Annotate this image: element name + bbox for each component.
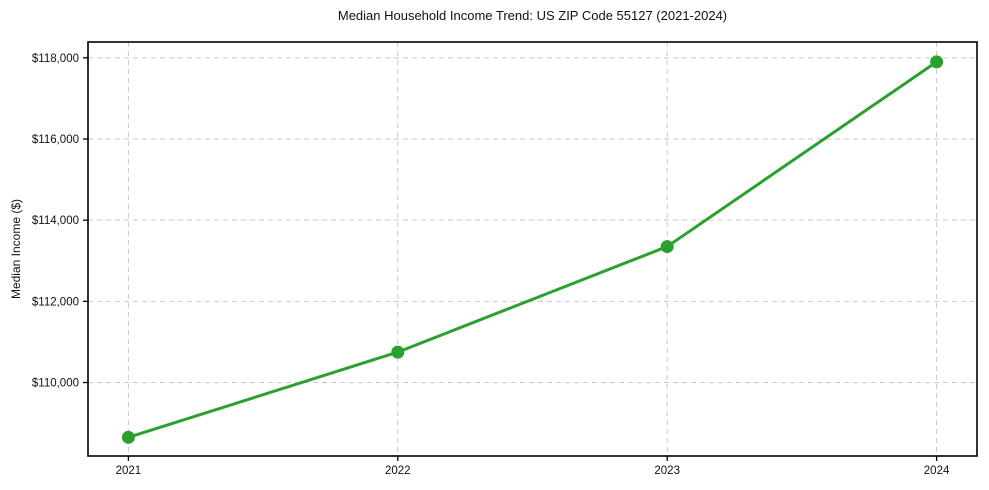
data-point: [121, 430, 135, 444]
y-tick-label: $112,000: [32, 296, 79, 308]
data-point: [930, 55, 944, 69]
x-tick-label: 2023: [654, 465, 680, 477]
data-point: [391, 345, 405, 359]
trend-line: [126, 60, 939, 439]
y-tick-label: $118,000: [32, 53, 79, 65]
y-tick-label: $110,000: [32, 378, 79, 390]
y-tick-label: $114,000: [32, 215, 79, 227]
y-tick-label: $116,000: [32, 134, 79, 146]
x-tick-label: 2021: [116, 465, 142, 477]
chart-title: Median Household Income Trend: US ZIP Co…: [337, 8, 728, 23]
x-tick-label: 2024: [924, 465, 950, 477]
plot-border: [87, 41, 978, 457]
x-tick-label: 2022: [385, 465, 411, 477]
data-point: [660, 240, 674, 254]
